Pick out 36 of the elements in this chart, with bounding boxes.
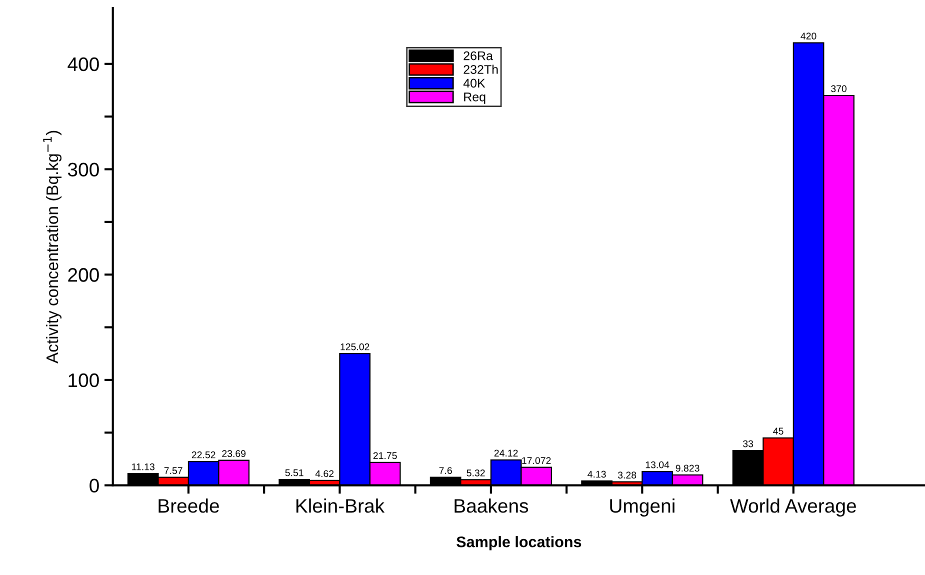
data-label: 4.13 bbox=[588, 470, 606, 478]
data-label: 5.51 bbox=[285, 469, 304, 476]
x-tick-label: Baakens bbox=[454, 498, 528, 513]
x-tick-label: Breede bbox=[158, 498, 219, 513]
data-label: 125.02 bbox=[340, 343, 370, 350]
x-tick-label: World Average bbox=[730, 498, 856, 517]
data-label: 4.62 bbox=[315, 470, 334, 478]
x-tick-label: Umgeni bbox=[610, 498, 674, 517]
x-tick-label: Klein-Brak bbox=[296, 498, 385, 513]
y-axis-title: Activity concentration (Bq.kg$^{−1}$) bbox=[43, 130, 62, 364]
data-label: 5.32 bbox=[466, 470, 485, 476]
y-tick-label: 200 bbox=[68, 268, 99, 282]
data-label: 13.04 bbox=[646, 461, 670, 468]
data-label: 7.57 bbox=[164, 467, 182, 474]
x-axis-title: Sample locations bbox=[456, 536, 582, 550]
data-label: 23.69 bbox=[222, 450, 246, 458]
legend-label: 40K bbox=[463, 78, 486, 88]
y-tick-label: 400 bbox=[68, 57, 99, 72]
legend-label: Req bbox=[464, 92, 486, 104]
data-label: 370 bbox=[831, 85, 847, 92]
y-tick-label: 100 bbox=[68, 373, 99, 388]
data-label: 24.12 bbox=[494, 450, 518, 456]
data-label: 22.52 bbox=[192, 451, 216, 458]
data-label: 9.823 bbox=[676, 464, 700, 472]
legend-label: 232Th bbox=[464, 64, 498, 74]
y-tick-label: 300 bbox=[68, 162, 99, 176]
legend-label: 26Ra bbox=[464, 51, 493, 60]
data-label: 45 bbox=[773, 428, 784, 435]
data-label: 17.072 bbox=[522, 457, 551, 464]
data-label: 11.13 bbox=[132, 463, 154, 470]
data-label: 3.28 bbox=[618, 472, 636, 479]
data-label: 420 bbox=[800, 32, 816, 40]
data-label: 7.6 bbox=[439, 467, 452, 474]
y-tick-label: 0 bbox=[90, 478, 99, 493]
data-label: 21.75 bbox=[373, 452, 397, 460]
data-label: 33 bbox=[743, 440, 754, 448]
